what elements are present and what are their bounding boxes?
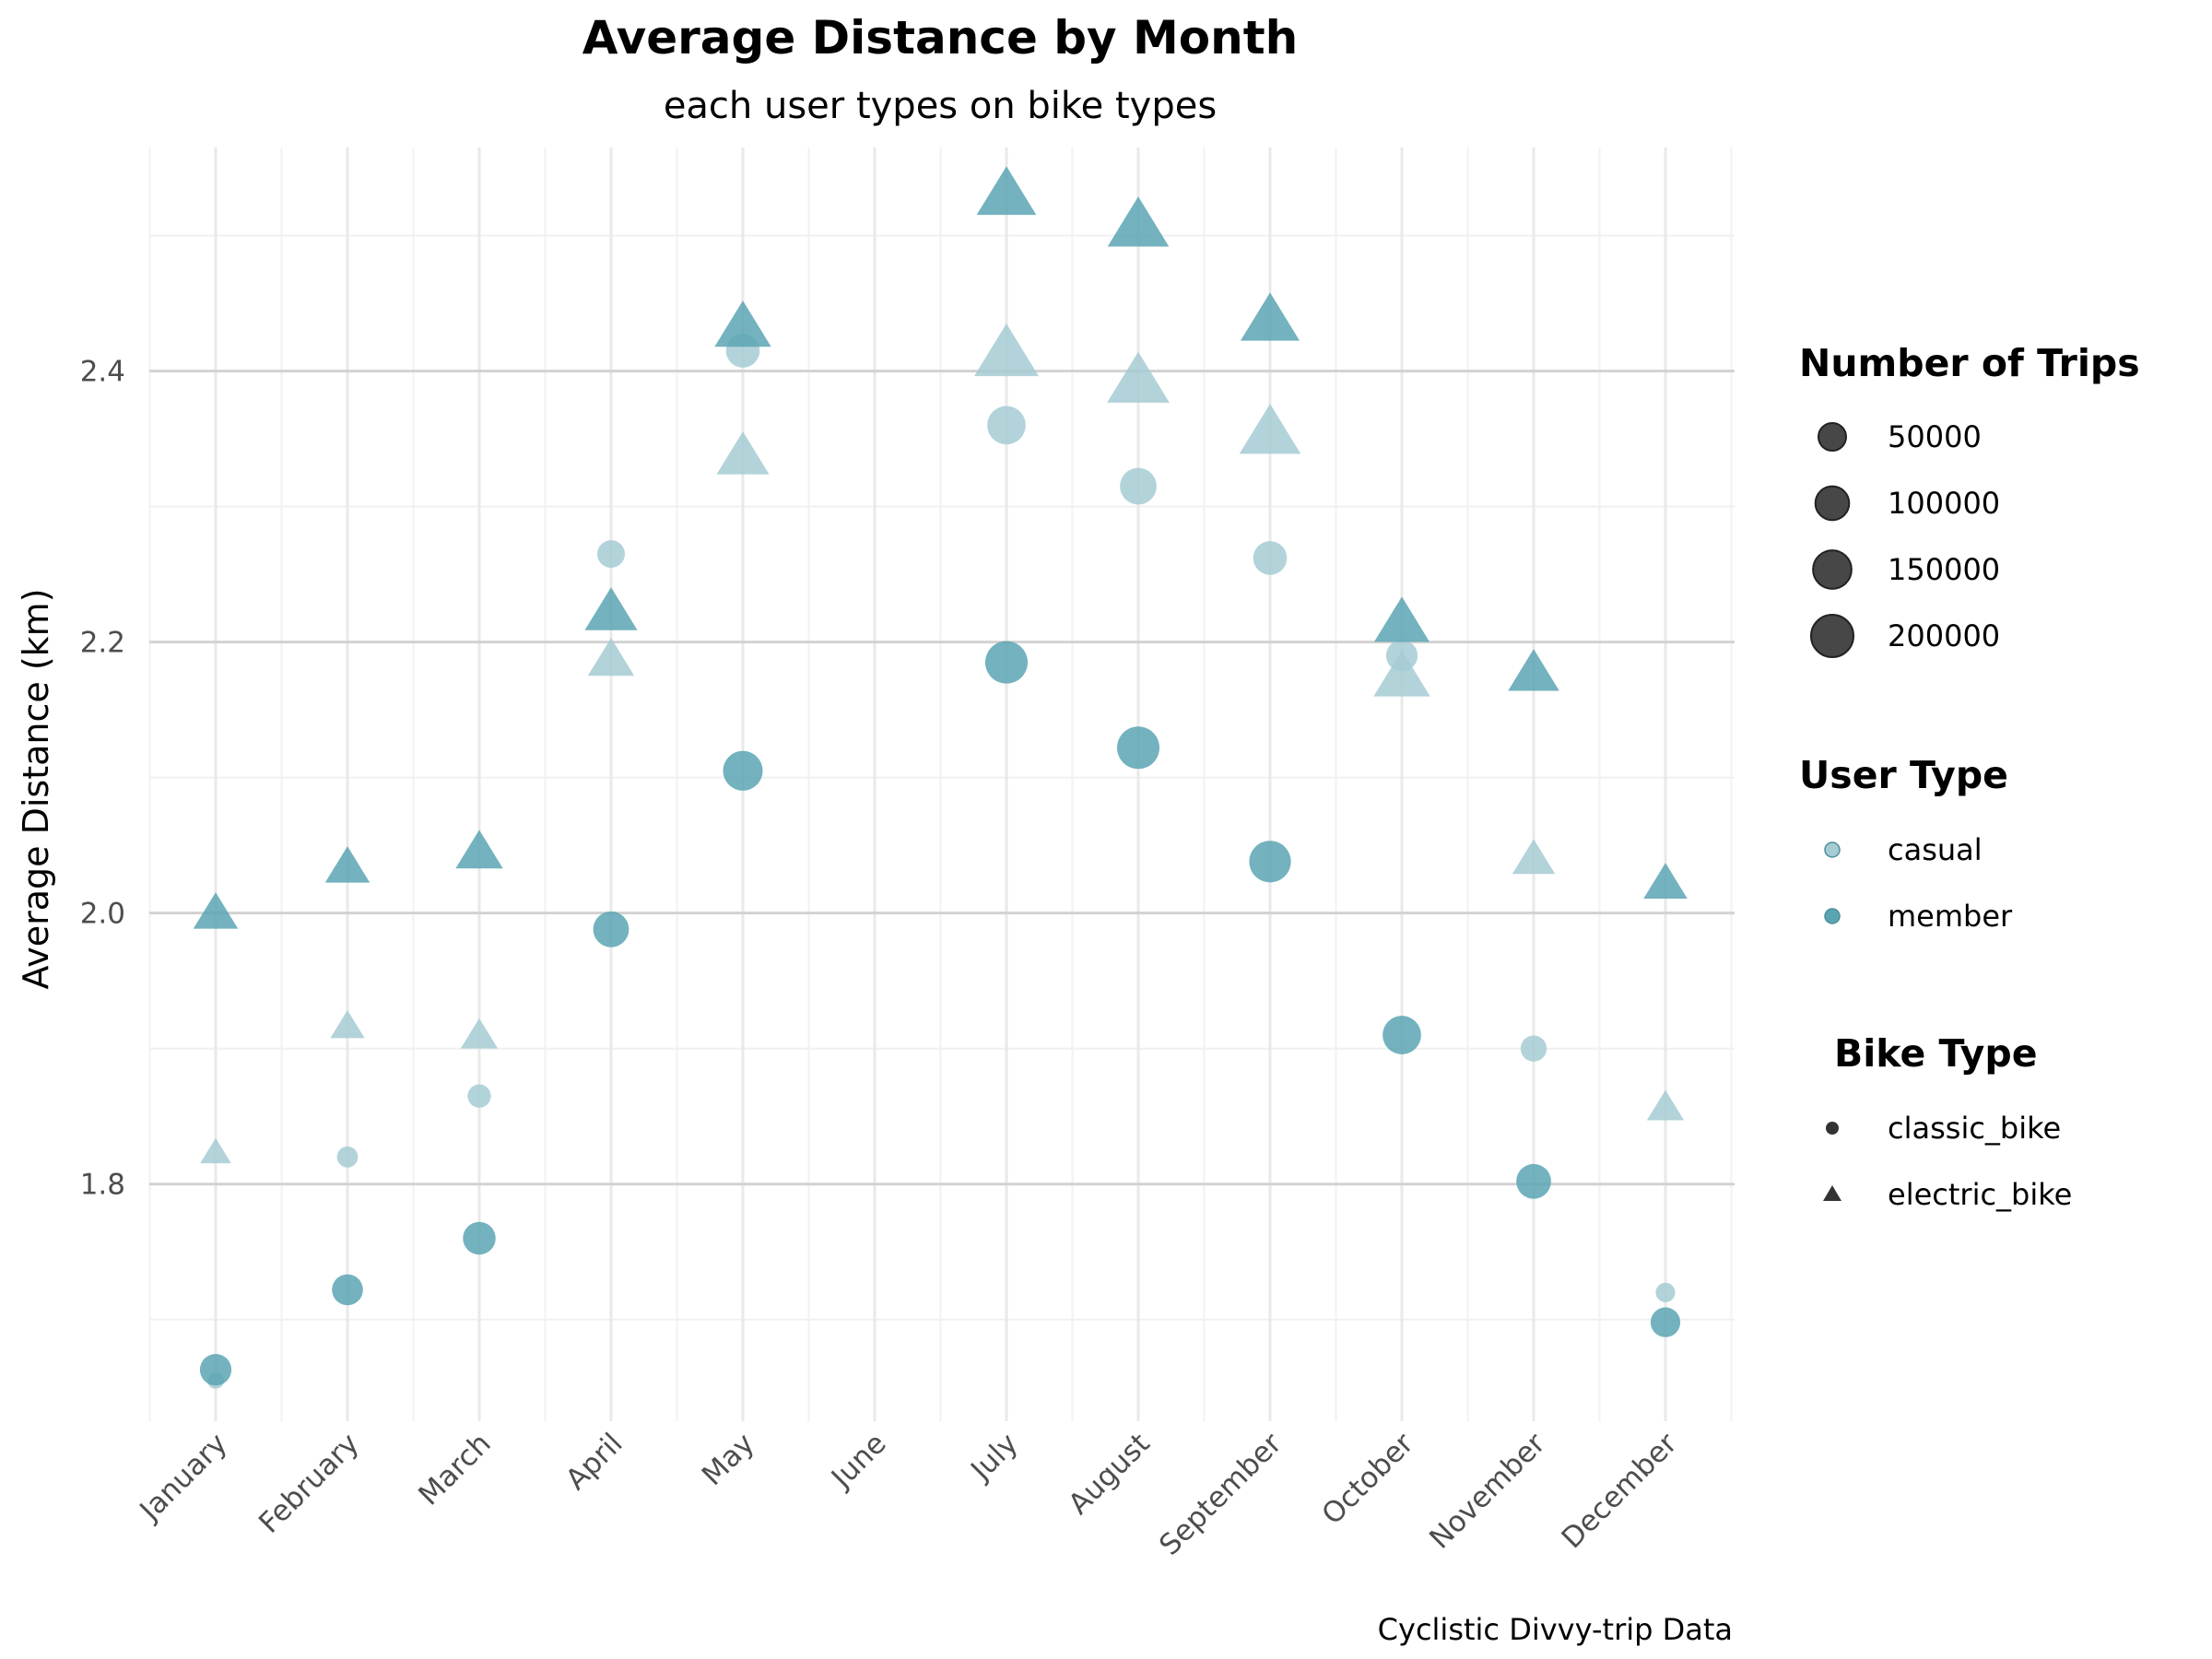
point-member-electric-april [584,587,638,630]
legend-color-label: member [1888,899,2013,934]
x-tick-label: October [1315,1427,1419,1531]
legend-size-marker [1818,422,1847,452]
point-member-classic-may [723,750,763,791]
legend-size-label: 50000 [1888,419,1982,454]
legend-shape-marker-triangle [1823,1185,1841,1201]
point-casual-electric-december [1646,1089,1685,1121]
x-tick-label: February [253,1427,366,1540]
legend-shape-label: electric_bike [1888,1177,2072,1212]
y-tick-labels: 1.8 2.0 2.2 2.4 [80,356,125,1202]
point-casual-classic-september [1253,541,1288,575]
point-member-classic-december [1650,1307,1681,1337]
legend-size-marker [1810,614,1854,658]
point-member-electric-july [976,166,1037,216]
y-tick-label: 2.2 [80,627,125,660]
point-member-classic-october [1382,1016,1421,1054]
point-casual-electric-may [716,431,770,475]
legend-size-label: 200000 [1888,618,2000,653]
legend-shape-label: classic_bike [1888,1111,2061,1146]
point-member-classic-january [199,1354,232,1386]
point-casual-electric-november [1512,839,1556,875]
y-tick-label: 2.4 [80,356,125,389]
legend-shape-title: Bike Type [1834,1031,2038,1076]
legend-color-items: casual member [1824,832,2013,934]
data-points [193,166,1688,1389]
x-tick-label: July [963,1427,1024,1488]
x-tick-label: September [1153,1427,1288,1562]
point-casual-classic-november [1520,1035,1547,1062]
point-casual-classic-december [1655,1282,1676,1302]
legend-shape-marker-circle [1826,1122,1839,1135]
x-tick-label: June [824,1427,893,1496]
legend-size-label: 150000 [1888,552,2000,587]
point-member-electric-march [455,830,503,869]
point-casual-classic-march [467,1084,491,1108]
point-member-electric-september [1240,292,1300,341]
point-casual-classic-april [597,540,625,569]
point-casual-electric-march [460,1018,499,1049]
point-member-electric-february [324,846,371,883]
point-casual-electric-july [973,324,1040,377]
grid-minor [148,147,1735,1421]
point-casual-classic-august [1120,467,1157,505]
legend-size-title: Number of Trips [1799,341,2140,385]
legend-size-marker [1812,549,1853,590]
x-tick-label: August [1062,1427,1156,1521]
point-member-electric-may [714,300,771,347]
legend-color-marker-casual [1824,841,1841,858]
legend-color-marker-member [1824,908,1841,924]
y-tick-label: 1.8 [80,1169,125,1202]
y-tick-label: 2.0 [80,898,125,931]
point-member-electric-january [193,892,239,929]
x-tick-label: January [133,1427,234,1528]
legend: Number of Trips 50000100000150000200000 … [1799,341,2140,1212]
x-tick-labels: January February March April May June July Augu… [133,1427,1684,1562]
legend-color-title: User Type [1799,753,2008,797]
point-member-classic-march [463,1221,496,1255]
point-casual-electric-january [200,1137,231,1164]
point-casual-classic-july [987,406,1026,445]
x-tick-label: March [412,1427,497,1512]
x-tick-label: May [696,1427,761,1492]
point-member-classic-july [985,641,1028,684]
chart-title: Average Distance by Month [582,11,1299,65]
point-member-electric-august [1107,196,1170,247]
point-casual-electric-october [1373,650,1430,697]
x-tick-label: December [1556,1427,1684,1555]
point-member-classic-august [1117,726,1159,770]
point-casual-electric-april [587,638,635,677]
point-member-classic-september [1249,841,1291,883]
chart-subtitle: each user types on bike types [664,85,1217,127]
legend-size-items: 50000 100000 150000 200000 [1810,419,2000,658]
caption: Cyclistic Divvy-trip Data [1378,1612,1733,1647]
point-member-electric-october [1373,596,1430,642]
point-casual-electric-february [330,1010,365,1039]
point-casual-electric-august [1107,351,1170,403]
point-casual-electric-september [1239,404,1301,454]
point-member-classic-april [593,911,629,947]
point-casual-classic-february [336,1146,359,1168]
legend-shape-items: classic_bike electric_bike [1823,1111,2072,1212]
point-member-classic-november [1516,1163,1551,1199]
legend-size-label: 100000 [1888,486,2000,521]
legend-size-marker [1814,485,1851,522]
y-axis-label: Average Distance (km) [16,588,56,989]
x-tick-label: April [559,1427,629,1497]
legend-color-label: casual [1888,832,1983,867]
point-member-electric-november [1508,649,1559,691]
grid-major [149,147,1735,1421]
point-member-classic-february [332,1274,363,1306]
point-member-electric-december [1643,863,1688,900]
x-tick-label: November [1423,1427,1552,1556]
